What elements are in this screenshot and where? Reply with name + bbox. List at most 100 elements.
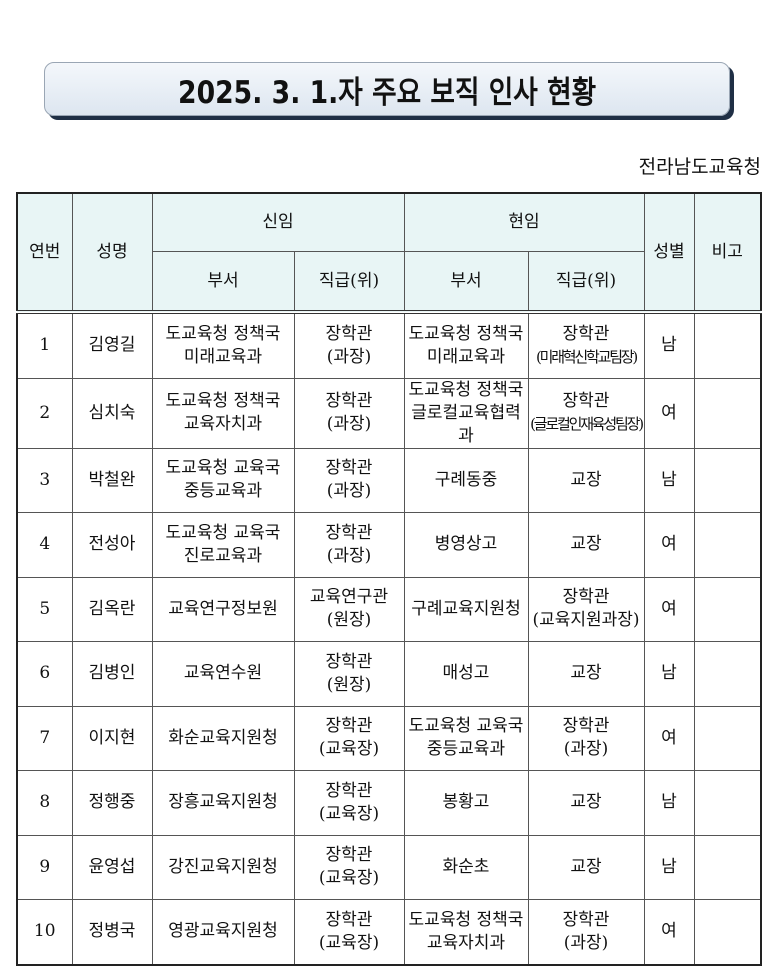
cell-current-rank: 교장 (527, 641, 645, 707)
cell-current-rank-line: (글로컬인재육성팀장) (530, 415, 644, 433)
header-new-rank: 직급(위) (293, 251, 405, 313)
cell-new-dept-line: 도교육청 정책국 (165, 391, 281, 411)
table-row: 5 김옥란 교육연구정보원 교육연구관 (원장) 구례교육지원청 장학관 (교육지원과장) 여 (16, 576, 762, 642)
cell-current-rank-line: 교장 (570, 663, 602, 684)
cell-new-rank-line: 장학관 (325, 845, 373, 866)
organization-name: 전라남도교육청 (638, 156, 761, 178)
cell-name: 정병국 (71, 899, 153, 965)
cell-current-rank-line: 교장 (570, 534, 602, 555)
cell-current-dept-line: 도교육청 정책국 (408, 909, 524, 930)
cell-no: 6 (16, 641, 73, 707)
cell-no: 3 (16, 447, 73, 513)
cell-new-dept-line: 교육자치과 (183, 414, 263, 434)
cell-new-rank: 교육연구관 (원장) (293, 576, 405, 642)
table-row: 2 심치숙 도교육청 정책국 교육자치과 장학관 (과장) 도교육청 정책국 글로컬교육협력과… (16, 377, 762, 449)
cell-new-rank-line: 장학관 (325, 323, 373, 344)
cell-new-rank: 장학관 (교육장) (293, 770, 405, 836)
cell-new-dept-line: 장흥교육지원청 (168, 792, 278, 813)
cell-new-rank-line: 장학관 (325, 780, 373, 801)
cell-new-dept: 도교육청 정책국 미래교육과 (151, 310, 295, 379)
cell-current-rank: 교장 (527, 834, 645, 900)
cell-no: 7 (16, 705, 73, 771)
cell-name: 윤영섭 (71, 834, 153, 900)
page-title: 2025. 3. 1.자 주요 보직 인사 현황 (177, 74, 597, 111)
cell-current-dept: 병영상고 (403, 512, 529, 578)
cell-new-rank-line: (과장) (326, 481, 372, 502)
cell-gender: 남 (643, 310, 695, 379)
cell-note (693, 310, 762, 379)
cell-current-dept-line: 화순초 (442, 856, 490, 877)
cell-current-rank-line: (과장) (563, 739, 609, 760)
cell-new-dept-line: 진로교육과 (183, 545, 263, 566)
cell-gender: 남 (643, 447, 695, 513)
cell-current-dept-line: 교육자치과 (426, 932, 506, 953)
cell-new-rank-line: 장학관 (325, 716, 373, 737)
cell-current-dept-line: 구례교육지원청 (411, 598, 521, 619)
cell-no: 9 (16, 834, 73, 900)
cell-new-rank-line: (교육장) (318, 868, 380, 889)
cell-no: 2 (16, 377, 73, 449)
cell-current-dept-line: 글로컬교육협력과 (411, 402, 521, 446)
cell-new-rank-line: 장학관 (325, 522, 373, 543)
cell-new-dept-line: 교육연구정보원 (168, 598, 278, 619)
cell-new-rank-line: 장학관 (325, 391, 373, 411)
cell-current-rank-line: (과장) (563, 932, 609, 953)
cell-new-dept-line: 도교육청 정책국 (165, 323, 281, 344)
cell-new-dept: 영광교육지원청 (151, 899, 295, 965)
header-current-rank: 직급(위) (527, 251, 645, 313)
cell-no: 4 (16, 512, 73, 578)
cell-name: 심치숙 (71, 377, 153, 449)
cell-new-rank-line: (원장) (326, 674, 372, 695)
cell-current-rank: 장학관 (과장) (527, 705, 645, 771)
cell-note (693, 447, 762, 513)
cell-current-rank: 장학관 (글로컬인재육성팀장) (527, 377, 645, 449)
cell-current-rank-line: 교장 (570, 469, 602, 490)
cell-current-rank: 장학관 (교육지원과장) (527, 576, 645, 642)
cell-current-dept: 도교육청 교육국 중등교육과 (403, 705, 529, 771)
table-row: 4 전성아 도교육청 교육국 진로교육과 장학관 (과장) 병영상고 교장 여 (16, 512, 762, 578)
cell-new-dept-line: 중등교육과 (183, 481, 263, 502)
cell-current-dept: 도교육청 정책국 교육자치과 (403, 899, 529, 965)
table-row: 6 김병인 교육연수원 장학관 (원장) 매성고 교장 남 (16, 641, 762, 707)
cell-gender: 남 (643, 770, 695, 836)
cell-new-rank: 장학관 (과장) (293, 512, 405, 578)
cell-note (693, 512, 762, 578)
cell-current-dept-line: 봉황고 (442, 792, 490, 813)
cell-new-rank: 장학관 (교육장) (293, 899, 405, 965)
cell-no: 10 (16, 899, 73, 965)
cell-name: 김옥란 (71, 576, 153, 642)
cell-no: 8 (16, 770, 73, 836)
header-new-dept: 부서 (151, 251, 295, 313)
cell-name: 전성아 (71, 512, 153, 578)
cell-new-dept: 교육연수원 (151, 641, 295, 707)
cell-new-dept: 도교육청 교육국 중등교육과 (151, 447, 295, 513)
cell-new-rank-line: 교육연구관 (309, 587, 389, 608)
cell-current-dept-line: 중등교육과 (426, 739, 506, 760)
cell-note (693, 705, 762, 771)
cell-new-rank-line: (교육장) (318, 932, 380, 953)
cell-current-rank-line: 장학관 (562, 909, 610, 930)
cell-current-rank-line: (교육지원과장) (532, 610, 640, 631)
cell-name: 김병인 (71, 641, 153, 707)
cell-name: 박철완 (71, 447, 153, 513)
cell-current-dept: 매성고 (403, 641, 529, 707)
cell-new-rank: 장학관 (원장) (293, 641, 405, 707)
cell-new-rank-line: (과장) (326, 346, 372, 367)
cell-current-dept: 도교육청 정책국 글로컬교육협력과 (403, 377, 529, 449)
header-name: 성명 (71, 192, 153, 313)
cell-no: 5 (16, 576, 73, 642)
cell-no: 1 (16, 310, 73, 379)
cell-current-dept-line: 구례동중 (434, 469, 498, 490)
cell-current-rank-line: 교장 (570, 856, 602, 877)
cell-current-rank-line: 장학관 (562, 323, 610, 344)
cell-current-dept: 도교육청 정책국 미래교육과 (403, 310, 529, 379)
cell-new-rank-line: (과장) (326, 414, 372, 434)
table-row: 10 정병국 영광교육지원청 장학관 (교육장) 도교육청 정책국 교육자치과 장학관 (과장)… (16, 899, 762, 965)
cell-new-rank: 장학관 (과장) (293, 377, 405, 449)
cell-current-rank-line: 교장 (570, 792, 602, 813)
cell-note (693, 834, 762, 900)
table-row: 7 이지현 화순교육지원청 장학관 (교육장) 도교육청 교육국 중등교육과 장학관 (과장) 여 (16, 705, 762, 771)
cell-note (693, 770, 762, 836)
cell-new-rank: 장학관 (과장) (293, 310, 405, 379)
